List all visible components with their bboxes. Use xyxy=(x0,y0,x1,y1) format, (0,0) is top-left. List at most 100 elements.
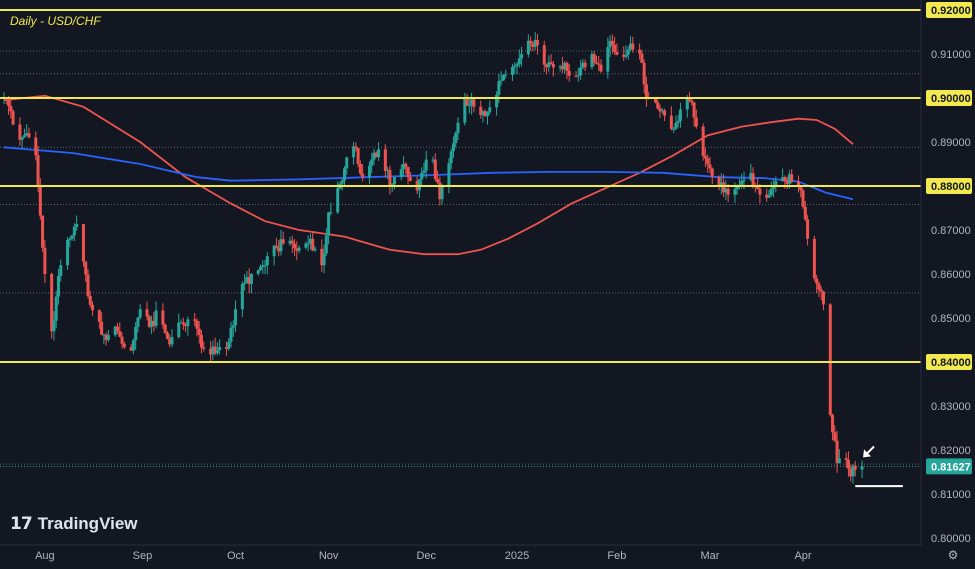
candle-body xyxy=(486,112,490,117)
candle-body xyxy=(465,98,469,106)
candle-body xyxy=(209,348,213,355)
candle-body xyxy=(59,265,63,276)
candle-body xyxy=(367,165,371,178)
candle-body xyxy=(608,40,612,48)
candle-body xyxy=(420,172,424,180)
candle-body xyxy=(835,440,839,464)
candle-body xyxy=(218,346,222,351)
candle-body xyxy=(129,347,133,351)
candle-body xyxy=(34,137,38,156)
candle-body xyxy=(308,238,312,244)
candle-body xyxy=(851,465,855,477)
candle-body xyxy=(22,135,26,138)
candle-body xyxy=(853,465,857,470)
candle-body xyxy=(669,115,673,129)
candle-body xyxy=(36,155,40,188)
candle-body xyxy=(438,182,442,200)
candle-body xyxy=(340,180,344,184)
candle-body xyxy=(531,43,535,47)
y-tick-label: 0.80000 xyxy=(931,533,971,545)
candle-body xyxy=(406,167,410,178)
candle-body xyxy=(558,66,562,68)
y-tick-label: 0.90000 xyxy=(931,93,971,105)
candle-body xyxy=(688,98,692,101)
candle-body xyxy=(229,327,233,342)
candle-body xyxy=(433,159,437,180)
candle-body xyxy=(803,206,807,220)
candle-body xyxy=(25,133,29,136)
candle-body xyxy=(377,149,381,158)
candle-body xyxy=(320,248,324,266)
settings-gear-icon[interactable]: ⚙ xyxy=(947,548,959,562)
candle-body xyxy=(574,75,578,77)
candle-body xyxy=(43,247,47,274)
candle-body xyxy=(597,63,601,65)
candle-body xyxy=(497,81,501,95)
candle-body xyxy=(742,179,746,181)
y-tick-label: 0.88000 xyxy=(931,181,971,193)
candle-body xyxy=(118,331,122,337)
candle-body xyxy=(783,177,787,181)
candle-body xyxy=(701,126,705,156)
candle-body xyxy=(224,346,228,349)
candle-body xyxy=(186,319,190,327)
candle-body xyxy=(288,240,292,244)
candle-body xyxy=(234,309,238,326)
candle-body xyxy=(447,163,451,187)
candle-body xyxy=(613,44,617,53)
candle-body xyxy=(797,181,800,187)
candle-body xyxy=(706,158,710,165)
level-label-box xyxy=(926,90,972,106)
candle-body xyxy=(815,278,819,284)
candle-body xyxy=(642,62,646,85)
y-tick-label: 0.92000 xyxy=(931,5,971,17)
candle-body xyxy=(199,334,203,348)
level-label-box xyxy=(926,178,972,194)
candle-body xyxy=(592,54,596,63)
level-label-box xyxy=(926,354,972,370)
candle-body xyxy=(472,99,476,107)
candle-body xyxy=(749,173,753,180)
candle-body xyxy=(170,336,174,345)
candle-body xyxy=(290,240,294,244)
candle-body xyxy=(513,66,517,68)
candle-body xyxy=(197,328,201,335)
candle-body xyxy=(97,310,101,322)
candle-body xyxy=(343,168,346,181)
candle-body xyxy=(451,143,455,152)
candle-body xyxy=(356,147,360,164)
candle-body xyxy=(116,326,119,332)
candle-body xyxy=(833,432,837,441)
candle-body xyxy=(256,269,260,274)
candle-body xyxy=(799,186,803,191)
candle-body xyxy=(576,75,580,77)
candle-body xyxy=(354,146,358,148)
y-tick-label: 0.81000 xyxy=(931,489,971,501)
candle-body xyxy=(227,341,231,349)
tradingview-logo-text: TradingView xyxy=(37,514,138,533)
candle-body xyxy=(831,414,835,433)
candle-body xyxy=(281,239,285,244)
candle-body xyxy=(231,325,235,328)
y-tick-label: 0.83000 xyxy=(931,401,971,413)
level-label-box xyxy=(926,2,972,18)
y-tick-label: 0.87000 xyxy=(931,225,971,237)
candle-body xyxy=(11,111,15,125)
candle-body xyxy=(535,40,539,46)
candle-body xyxy=(610,40,614,45)
candle-body xyxy=(787,174,791,184)
candle-body xyxy=(690,100,694,103)
annotation-arrow-icon xyxy=(863,445,875,458)
candle-body xyxy=(311,238,315,251)
candle-body xyxy=(272,245,276,257)
candle-body xyxy=(517,58,521,65)
candle-body xyxy=(91,304,95,311)
candle-body xyxy=(202,347,206,349)
candle-body xyxy=(565,62,569,71)
candle-body xyxy=(243,282,247,284)
candle-body xyxy=(563,62,567,70)
tradingview-logo[interactable]: 17 TradingView xyxy=(10,514,138,534)
candle-body xyxy=(529,40,533,44)
candle-body xyxy=(542,45,546,65)
